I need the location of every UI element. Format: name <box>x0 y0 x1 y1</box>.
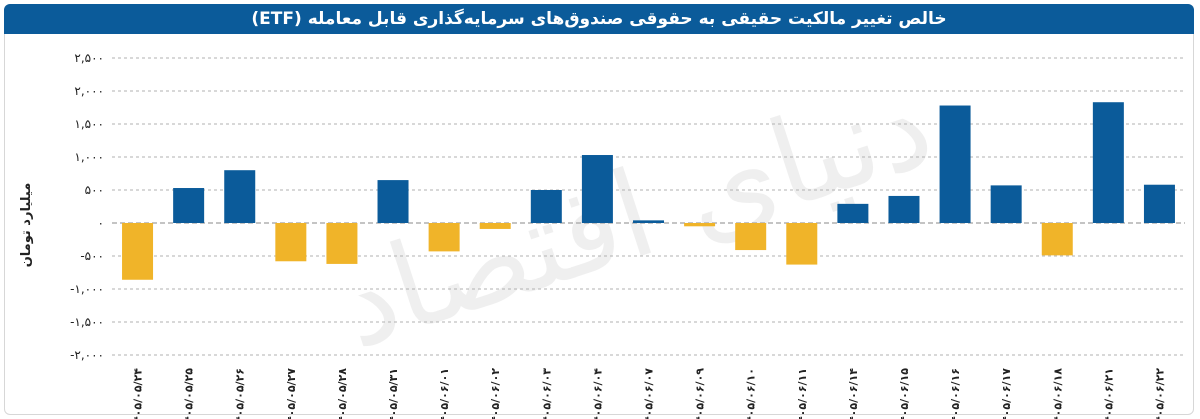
x-tick-label: ۱۴۰۵/۰۵/۲۵ <box>183 368 196 419</box>
bar <box>990 185 1022 223</box>
bar <box>786 223 818 265</box>
bar <box>939 105 971 223</box>
y-tick-label: ۵۰۰ <box>85 183 104 197</box>
x-tick-label: ۱۴۰۵/۰۶/۱۵ <box>898 368 911 419</box>
bar <box>735 223 767 251</box>
bar <box>224 170 256 223</box>
y-tick-label: ۲,۰۰۰ <box>74 84 104 98</box>
x-tick-label: ۱۴۰۵/۰۵/۳۱ <box>387 368 400 419</box>
bar <box>837 203 869 223</box>
x-tick-label: ۱۴۰۵/۰۶/۱۱ <box>796 368 809 419</box>
bar <box>633 220 664 223</box>
y-tick-label: ۱,۰۰۰ <box>74 150 104 164</box>
y-tick-label: ۰ <box>98 216 104 230</box>
x-tick-label: ۱۴۰۵/۰۶/۰۴ <box>591 368 604 419</box>
x-tick-label: ۱۴۰۵/۰۶/۰۳ <box>540 368 553 419</box>
x-tick-label: ۱۴۰۵/۰۶/۱۶ <box>949 368 962 419</box>
bar <box>1041 223 1073 256</box>
bar <box>173 188 205 223</box>
x-tick-label: ۱۴۰۵/۰۶/۰۱ <box>438 368 451 419</box>
bar <box>326 223 358 264</box>
bar <box>530 190 562 223</box>
y-tick-label: -۵۰۰ <box>80 249 104 263</box>
x-tick-label: ۱۴۰۵/۰۶/۰۲ <box>489 368 502 419</box>
x-tick-label: ۱۴۰۵/۰۶/۰۷ <box>643 368 656 419</box>
bar <box>122 223 154 280</box>
y-tick-label: -۱,۰۰۰ <box>70 282 104 296</box>
x-tick-label: ۱۴۰۵/۰۵/۲۸ <box>336 368 349 419</box>
bar <box>479 223 511 229</box>
x-tick-label: ۱۴۰۵/۰۵/۲۶ <box>234 368 247 419</box>
x-tick-label: ۱۴۰۵/۰۶/۲۱ <box>1102 368 1115 419</box>
chart-title: خالص تغییر مالکیت حقیقی به حقوقی صندوق‌ه… <box>4 4 1194 34</box>
y-tick-label: -۲,۰۰۰ <box>70 348 104 362</box>
bars <box>122 102 1175 280</box>
x-tick-label: ۱۴۰۵/۰۶/۰۹ <box>694 368 707 419</box>
x-tick-label: ۱۴۰۵/۰۵/۲۷ <box>285 368 298 419</box>
bar <box>888 195 920 223</box>
x-tick-label: ۱۴۰۵/۰۶/۲۲ <box>1153 368 1166 419</box>
x-tick-label: ۱۴۰۵/۰۶/۱۷ <box>1000 368 1013 419</box>
bar <box>684 223 716 227</box>
x-tick-label: ۱۴۰۵/۰۶/۱۸ <box>1051 368 1064 419</box>
y-tick-label: ۲,۵۰۰ <box>74 51 104 65</box>
x-tick-label: ۱۴۰۵/۰۶/۱۰ <box>745 368 758 419</box>
bar <box>377 180 409 223</box>
y-axis-ticks: ۲,۵۰۰ ۲,۰۰۰ ۱,۵۰۰ ۱,۰۰۰ ۵۰۰ ۰ -۵۰۰ -۱,۰۰۰ -۱,۵۰۰… <box>70 51 104 362</box>
bar <box>581 155 613 223</box>
bar <box>428 223 460 252</box>
bar <box>1092 102 1124 223</box>
x-axis-ticks: ۱۴۰۵/۰۵/۲۴ ۱۴۰۵/۰۵/۲۵ ۱۴۰۵/۰۵/۲۶ ۱۴۰۵/۰۵/۲۷… <box>132 368 1167 419</box>
bar <box>1143 184 1175 223</box>
bar <box>275 223 307 262</box>
y-axis-title: میلیارد تومان <box>19 183 34 268</box>
y-tick-label: ۱,۵۰۰ <box>74 117 104 131</box>
y-tick-label: -۱,۵۰۰ <box>70 315 104 329</box>
x-tick-label: ۱۴۰۵/۰۶/۱۴ <box>847 368 860 419</box>
x-tick-label: ۱۴۰۵/۰۵/۲۴ <box>132 368 145 419</box>
